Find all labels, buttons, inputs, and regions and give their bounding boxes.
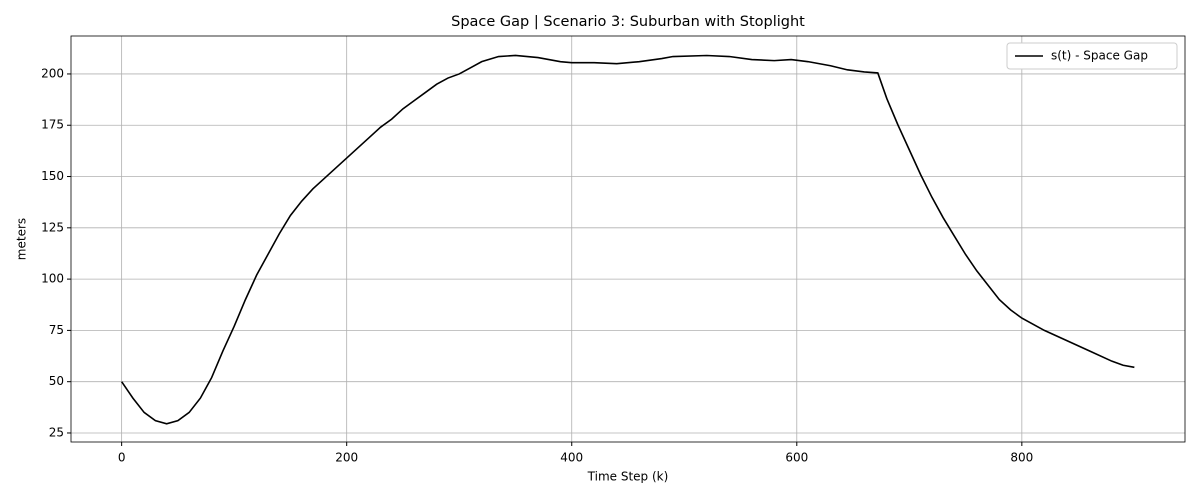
- chart-title: Space Gap | Scenario 3: Suburban with St…: [451, 14, 805, 30]
- y-axis-label: meters: [15, 218, 29, 260]
- legend-box: [1006, 42, 1178, 70]
- x-tick-label: 400: [560, 451, 583, 465]
- x-axis-label: Time Step (k): [587, 470, 669, 484]
- y-tick-label: 75: [49, 323, 64, 337]
- y-tick-label: 50: [49, 374, 64, 388]
- data-line: [120, 54, 1135, 425]
- y-tick-label: 175: [41, 118, 64, 132]
- y-tick-label: 200: [41, 66, 64, 80]
- plot-frame: [70, 35, 1186, 443]
- y-tick-label: 25: [49, 425, 64, 439]
- x-tick-label: 200: [335, 451, 358, 465]
- x-tick-label: 600: [785, 451, 808, 465]
- x-tick-label: 800: [1010, 451, 1033, 465]
- y-tick-label: 125: [41, 220, 64, 234]
- y-tick-label: 150: [41, 169, 64, 183]
- y-tick-label: 100: [41, 272, 64, 286]
- legend-label: s(t) - Space Gap: [1051, 49, 1148, 63]
- x-tick-label: 0: [118, 451, 126, 465]
